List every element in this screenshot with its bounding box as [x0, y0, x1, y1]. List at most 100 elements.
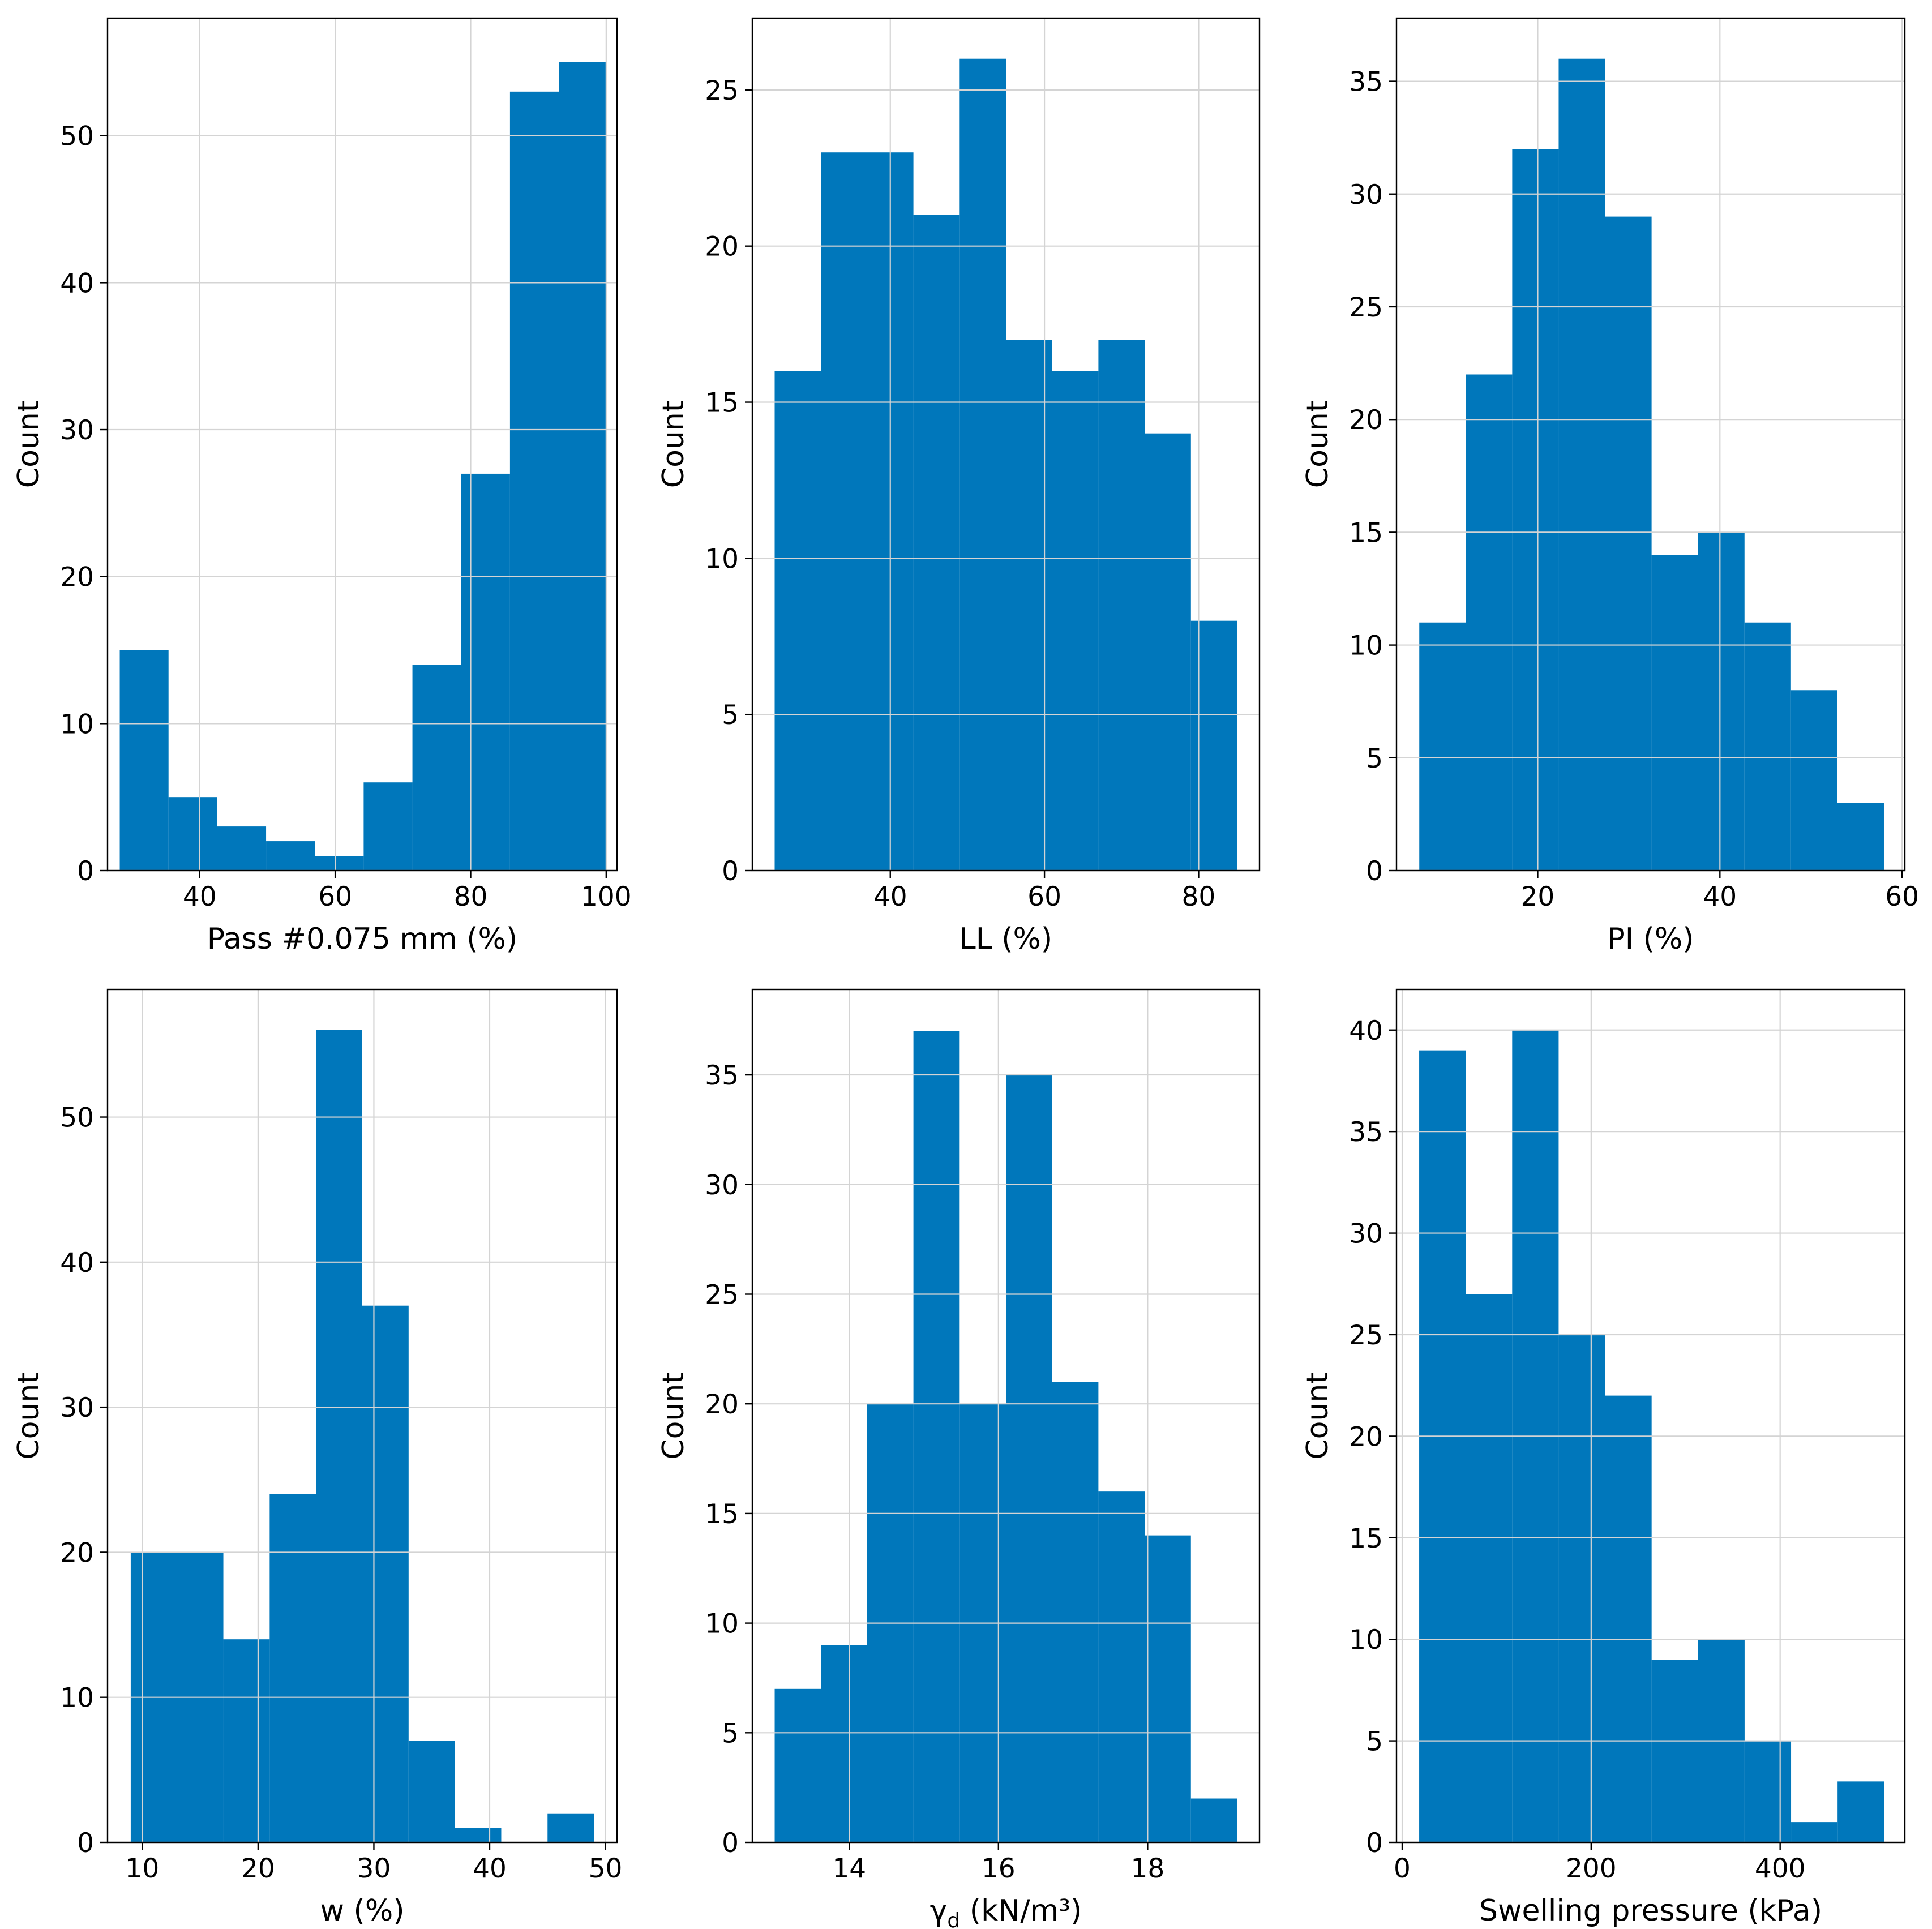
- histogram-bar: [1558, 58, 1605, 871]
- histogram-bar: [1605, 216, 1652, 871]
- y-tick-label: 15: [1349, 1523, 1383, 1554]
- y-tick-label: 30: [60, 1392, 94, 1424]
- y-tick-label: 20: [1349, 405, 1383, 436]
- x-tick-label: 100: [581, 881, 632, 912]
- histogram-bar: [821, 152, 867, 871]
- x-axis-label: LL (%): [959, 922, 1052, 956]
- y-tick-label: 10: [705, 1609, 739, 1640]
- histogram-bar: [119, 650, 169, 871]
- axes-frame: [1395, 17, 1906, 872]
- histogram-bar: [1098, 340, 1145, 871]
- y-tick-label: 40: [60, 1248, 94, 1279]
- y-tick-label: 15: [705, 388, 739, 419]
- histogram-bar: [821, 1645, 867, 1842]
- histogram-bar: [315, 856, 364, 871]
- histogram-panel-3: 20 40 60 0 5 10 15 20 25 30 35 PI (%) Count: [1301, 17, 1919, 956]
- histogram-bar: [1605, 1395, 1652, 1842]
- histogram-bar: [913, 1031, 960, 1842]
- y-tick-label: 50: [60, 121, 94, 152]
- histogram-bar: [1098, 1491, 1145, 1842]
- x-tick-label: 50: [589, 1853, 623, 1884]
- x-tick-label: 60: [1885, 881, 1919, 912]
- histogram-bar: [1190, 1798, 1237, 1842]
- histogram-bar: [559, 62, 606, 871]
- histogram-bar: [363, 782, 413, 871]
- histogram-panel-4: 10 20 30 40 50 0 10 20 30 40 50 w (%) Count: [12, 988, 623, 1928]
- y-tick-label: 15: [1349, 517, 1383, 548]
- y-tick-label: 30: [705, 1170, 739, 1201]
- histogram-bar: [1145, 433, 1191, 871]
- y-tick-label: 30: [1349, 1219, 1383, 1250]
- x-axis-label: PI (%): [1607, 922, 1694, 956]
- histogram-bar: [412, 665, 461, 871]
- y-tick-label: 30: [1349, 179, 1383, 211]
- y-tick-label: 25: [1349, 292, 1383, 323]
- histogram-bar: [1190, 620, 1237, 871]
- y-tick-label: 20: [705, 1389, 739, 1420]
- axes-frame: [751, 988, 1261, 1844]
- histogram-bar: [168, 797, 217, 871]
- x-axis-label: w (%): [320, 1894, 404, 1928]
- y-axis-label: Count: [1301, 1372, 1335, 1459]
- y-tick-label: 5: [1366, 743, 1383, 774]
- x-tick-label: 30: [357, 1853, 391, 1884]
- histogram-bar: [959, 58, 1006, 871]
- x-tick-label: 80: [454, 881, 488, 912]
- y-tick-label: 40: [60, 268, 94, 299]
- histogram-bar: [1558, 1334, 1605, 1842]
- axes-frame: [1395, 988, 1906, 1844]
- histogram-bar: [1419, 622, 1466, 871]
- histogram-bar: [774, 1688, 821, 1842]
- histogram-bar: [269, 1494, 316, 1842]
- y-tick-label: 50: [60, 1103, 94, 1134]
- y-tick-label: 0: [722, 856, 739, 887]
- histogram-panel-1: 40 60 80 100 0 10 20 30 40 50 Pass #0.075 mm (%) Co…: [12, 17, 632, 956]
- y-axis-label: Count: [12, 401, 46, 488]
- x-axis-label: Pass #0.075 mm (%): [207, 922, 517, 956]
- y-tick-label: 25: [705, 1279, 739, 1310]
- x-tick-label: 16: [982, 1853, 1016, 1884]
- x-axis-label: γd (kN/m³): [930, 1894, 1082, 1929]
- x-tick-label: 20: [241, 1853, 275, 1884]
- y-tick-label: 5: [722, 700, 739, 731]
- histogram-bar: [266, 841, 315, 871]
- x-tick-label: 20: [1521, 881, 1555, 912]
- y-axis-label: Count: [12, 1372, 46, 1459]
- histogram-bar: [1837, 1781, 1884, 1842]
- y-tick-label: 5: [722, 1718, 739, 1749]
- x-tick-label: 18: [1130, 1853, 1164, 1884]
- y-tick-label: 10: [60, 709, 94, 740]
- histogram-bar: [316, 1030, 362, 1842]
- axes-frame: [751, 17, 1261, 872]
- histogram-bar: [1837, 803, 1884, 871]
- y-tick-label: 10: [705, 543, 739, 575]
- y-axis-label: Count: [657, 401, 691, 488]
- histogram-bar: [1651, 555, 1698, 871]
- histogram-bar: [1791, 1822, 1838, 1842]
- y-axis-label: Count: [1301, 401, 1335, 488]
- histogram-bar: [1419, 1050, 1466, 1842]
- histogram-bar: [1790, 690, 1837, 871]
- x-tick-label: 400: [1755, 1853, 1806, 1884]
- y-tick-label: 25: [705, 75, 739, 106]
- axes-frame: [106, 988, 618, 1844]
- y-tick-label: 35: [1349, 1117, 1383, 1148]
- axes-frame: [106, 17, 618, 872]
- histogram-bar: [217, 826, 267, 871]
- y-tick-label: 25: [1349, 1320, 1383, 1351]
- y-tick-label: 20: [60, 1537, 94, 1568]
- x-axis-label: Swelling pressure (kPa): [1479, 1894, 1822, 1928]
- y-tick-label: 10: [1349, 1624, 1383, 1656]
- y-tick-label: 0: [1366, 1828, 1383, 1859]
- y-tick-label: 15: [705, 1499, 739, 1530]
- y-tick-label: 35: [705, 1060, 739, 1091]
- y-tick-label: 35: [1349, 67, 1383, 98]
- x-tick-label: 200: [1566, 1853, 1617, 1884]
- x-tick-label: 40: [473, 1853, 507, 1884]
- histogram-bar: [1698, 532, 1745, 871]
- histogram-bar: [1744, 622, 1791, 871]
- histogram-bar: [509, 91, 559, 871]
- histogram-bar: [774, 371, 821, 871]
- histogram-bar: [1651, 1660, 1698, 1842]
